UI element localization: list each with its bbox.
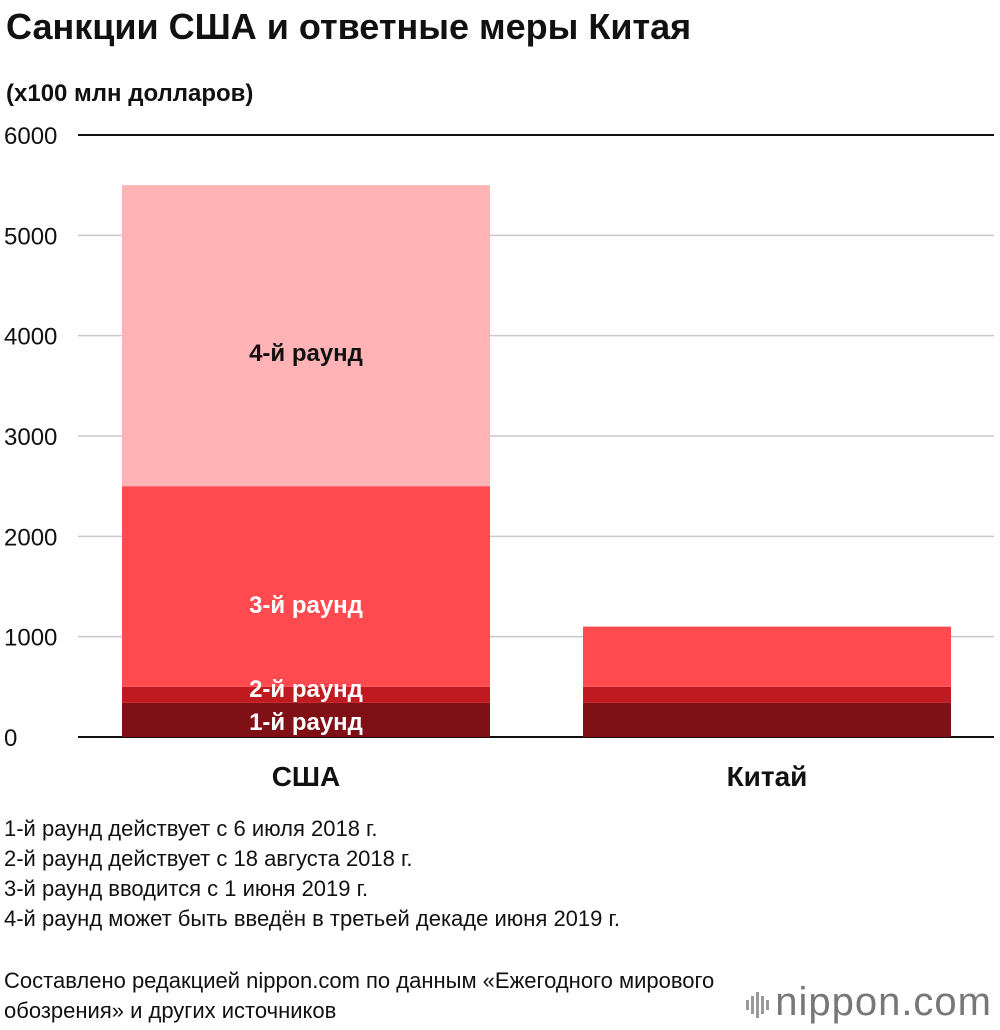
y-axis-ticks: 0 1000 2000 3000 4000 5000 6000	[4, 123, 57, 752]
x-axis-ticks: США Китай	[272, 761, 808, 792]
y-tick-label: 5000	[4, 223, 57, 250]
segment-label: 4-й раунд	[249, 340, 363, 367]
stacked-bar-chart: 0 1000 2000 3000 4000 5000 6000 1-й раунд 2-й р…	[4, 123, 994, 792]
y-tick-label: 0	[4, 725, 17, 752]
segment-label: 3-й раунд	[249, 592, 363, 619]
nippon-logo: nippon.com	[746, 980, 992, 1025]
footnotes: 1-й раунд действует с 6 июля 2018 г. 2-й…	[4, 814, 620, 934]
y-tick-label: 3000	[4, 424, 57, 451]
bar-segment	[583, 626, 951, 687]
segment-labels: 1-й раунд 2-й раунд 3-й раунд 4-й раунд	[249, 340, 363, 736]
bar-segment	[122, 686, 490, 703]
bar-segment	[583, 702, 951, 737]
segment-label: 2-й раунд	[249, 676, 363, 703]
footnote: 1-й раунд действует с 6 июля 2018 г.	[4, 816, 378, 841]
footnote: 2-й раунд действует с 18 августа 2018 г.	[4, 846, 413, 871]
footnote: 3-й раунд вводится с 1 июня 2019 г.	[4, 876, 369, 901]
y-tick-label: 1000	[4, 625, 57, 652]
y-tick-label: 2000	[4, 524, 57, 551]
y-tick-label: 4000	[4, 324, 57, 351]
y-axis-unit-label: (x100 млн долларов)	[6, 80, 254, 107]
logo-text: nippon.com	[775, 980, 992, 1024]
source-note: Составлено редакцией nippon.com по данны…	[4, 968, 715, 1023]
y-tick-label: 6000	[4, 123, 57, 150]
x-tick-label: США	[272, 761, 341, 792]
bars	[122, 185, 951, 737]
x-tick-label: Китай	[727, 761, 808, 792]
bar-segment	[122, 702, 490, 737]
bar-segment	[122, 185, 490, 487]
bar-segment	[122, 486, 490, 687]
bar-segment	[583, 686, 951, 703]
footnote: 4-й раунд может быть введён в третьей де…	[4, 906, 620, 931]
chart-title: Санкции США и ответные меры Китая	[6, 6, 692, 47]
segment-label: 1-й раунд	[249, 709, 363, 736]
nippon-bars-icon	[746, 991, 770, 1019]
